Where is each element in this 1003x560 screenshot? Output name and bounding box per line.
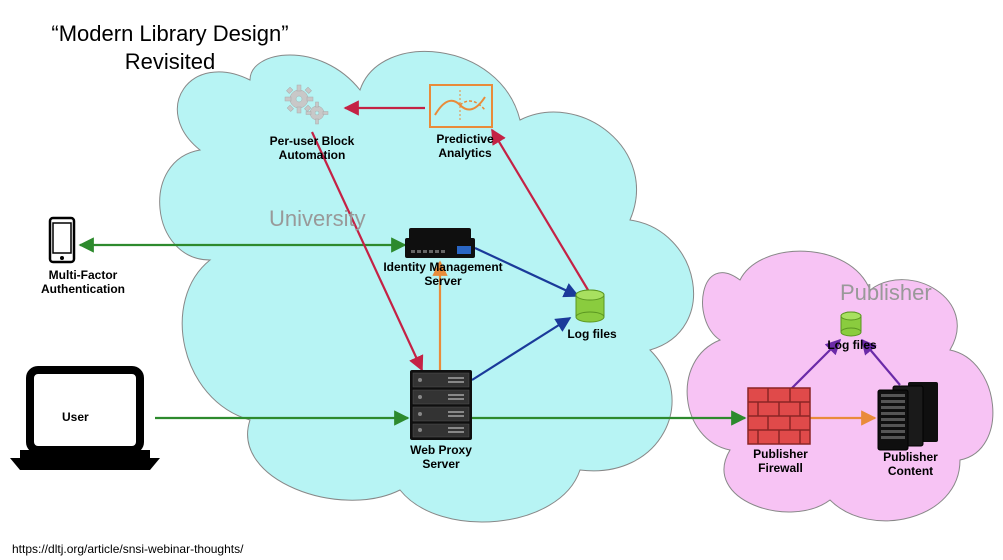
idm-server-icon [405, 228, 475, 258]
publisher-log-icon [841, 312, 861, 336]
analytics-label: PredictiveAnalytics [430, 132, 500, 161]
idm-label: Identity ManagementServer [378, 260, 508, 289]
pubfw-label: PublisherFirewall [748, 447, 813, 476]
analytics-icon [430, 85, 492, 127]
log-cylinder-icon [576, 290, 604, 322]
publisher-servers-icon [878, 382, 938, 450]
logfiles-u-label: Log files [567, 327, 617, 341]
peruser-label: Per-user BlockAutomation [262, 134, 362, 163]
firewall-icon [748, 388, 810, 444]
edge-proxy-log [472, 318, 570, 380]
webproxy-label: Web ProxyServer [406, 443, 476, 472]
logfiles-p-label: Log files [827, 338, 877, 352]
proxy-server-icon [410, 370, 472, 440]
publisher-region-label: Publisher [840, 280, 932, 306]
mfa-label: Multi-FactorAuthentication [28, 268, 138, 297]
footer-url: https://dltj.org/article/snsi-webinar-th… [12, 542, 243, 556]
pubcontent-label: PublisherContent [878, 450, 943, 479]
gears-icon [285, 85, 328, 124]
edge-block-proxy [312, 132, 422, 370]
user-label: User [62, 410, 89, 424]
university-region-label: University [269, 206, 366, 232]
phone-icon [50, 218, 74, 262]
diagram-title: “Modern Library Design”Revisited [40, 20, 300, 75]
